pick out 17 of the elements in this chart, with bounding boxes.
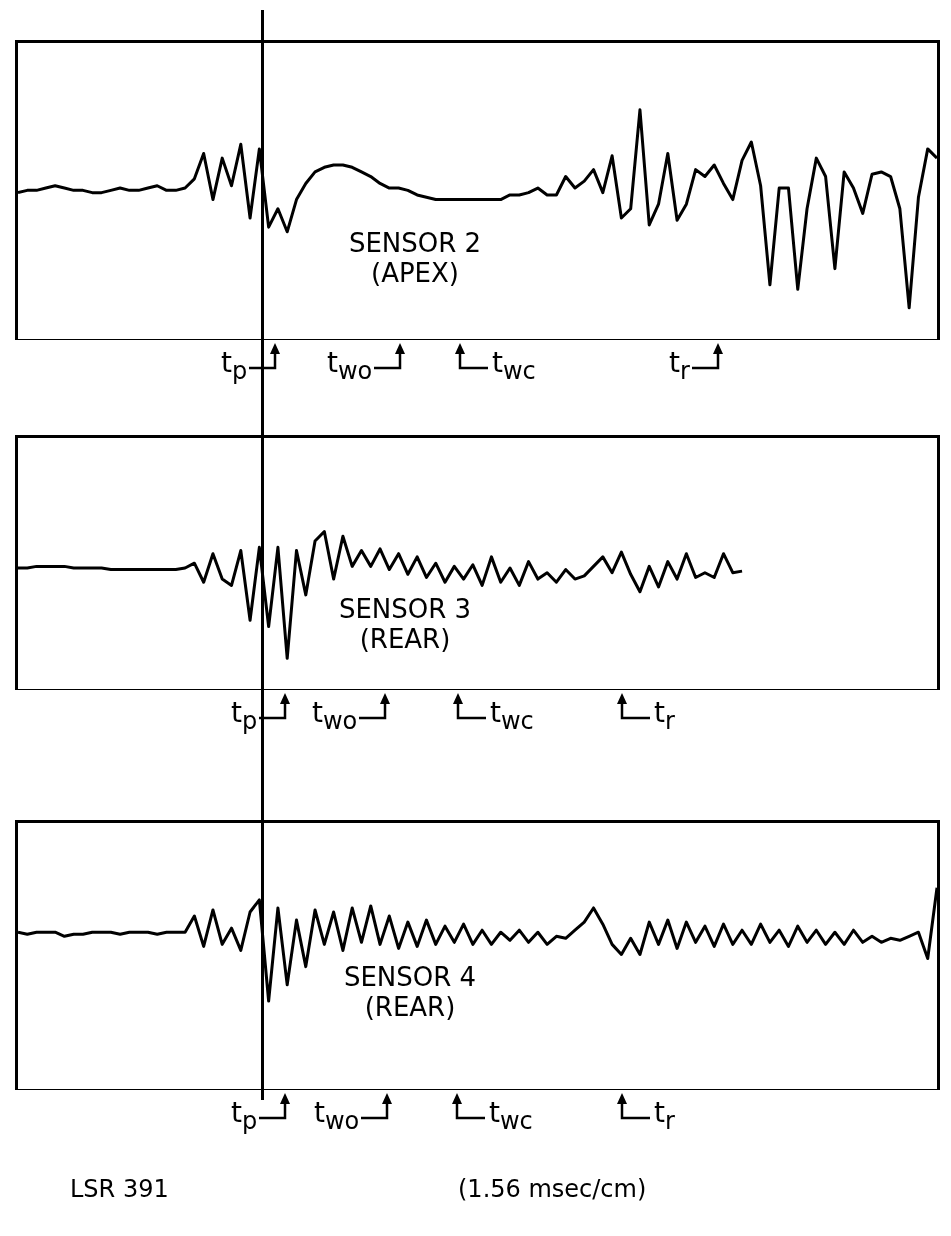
text: t$_{p}$ xyxy=(231,1096,258,1136)
annotation: SENSOR 4 (REAR) xyxy=(342,962,478,1022)
text: t$_{p}$ xyxy=(231,696,258,736)
text: (1.56 msec/cm) xyxy=(458,1175,647,1203)
text: t$_{wo}$ xyxy=(314,1096,360,1136)
annotation: SENSOR 2 (APEX) xyxy=(347,228,483,288)
text: t$_{p}$ xyxy=(221,346,248,386)
text: t$_{r}$ xyxy=(669,346,690,386)
text: LSR 391 xyxy=(70,1175,169,1203)
text: t$_{wc}$ xyxy=(489,1096,533,1136)
text: t$_{r}$ xyxy=(654,1096,675,1136)
text: t$_{wo}$ xyxy=(327,346,373,386)
text: t$_{wc}$ xyxy=(492,346,536,386)
text: t$_{wc}$ xyxy=(490,696,534,736)
text: t$_{r}$ xyxy=(654,696,675,736)
text: t$_{wo}$ xyxy=(312,696,358,736)
annotation: SENSOR 3 (REAR) xyxy=(337,594,473,654)
